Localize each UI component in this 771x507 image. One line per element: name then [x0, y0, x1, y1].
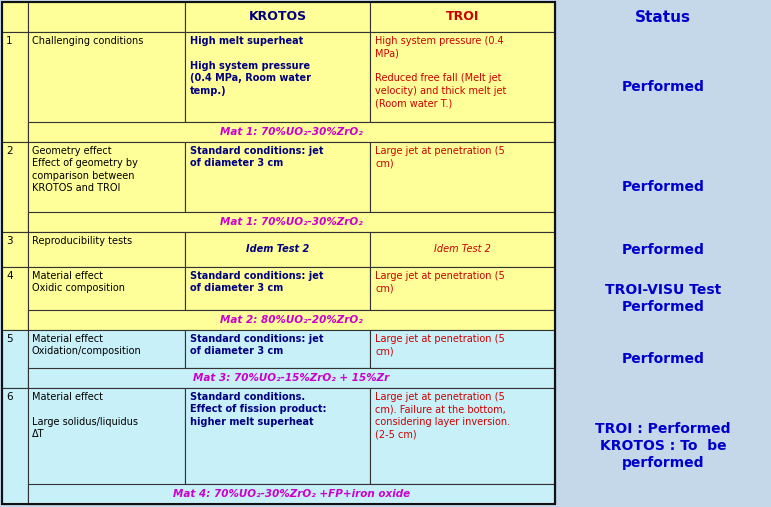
Bar	[28, 267, 185, 330]
Bar	[2, 330, 28, 388]
Bar	[185, 232, 370, 267]
Bar	[2, 142, 28, 232]
Text: Large jet at penetration (5
cm): Large jet at penetration (5 cm)	[375, 146, 505, 168]
Bar	[555, 2, 769, 504]
Text: Performed: Performed	[621, 352, 705, 366]
Text: 6: 6	[6, 392, 12, 402]
Text: Status: Status	[635, 10, 691, 24]
Text: Performed: Performed	[621, 80, 705, 94]
Text: Material effect
Oxidation/composition: Material effect Oxidation/composition	[32, 334, 142, 356]
Text: Mat 3: 70%UO₂-15%ZrO₂ + 15%Zr: Mat 3: 70%UO₂-15%ZrO₂ + 15%Zr	[194, 373, 389, 383]
Text: 3: 3	[6, 236, 12, 246]
Text: Mat 4: 70%UO₂-30%ZrO₂ +FP+iron oxide: Mat 4: 70%UO₂-30%ZrO₂ +FP+iron oxide	[173, 489, 410, 499]
Bar	[28, 2, 185, 32]
Text: TROI: TROI	[446, 11, 480, 23]
Text: Mat 1: 70%UO₂-30%ZrO₂: Mat 1: 70%UO₂-30%ZrO₂	[221, 127, 363, 137]
Text: Idem Test 2: Idem Test 2	[434, 244, 491, 255]
Text: 1: 1	[6, 36, 12, 46]
Bar	[28, 32, 185, 142]
Text: Standard conditions.
Effect of fission product:
higher melt superheat: Standard conditions. Effect of fission p…	[190, 392, 326, 427]
Text: Large jet at penetration (5
cm). Failure at the bottom,
considering layer invers: Large jet at penetration (5 cm). Failure…	[375, 392, 510, 439]
Bar	[370, 388, 555, 484]
Text: Idem Test 2: Idem Test 2	[246, 244, 309, 255]
Text: TROI : Performed
KROTOS : To  be
performed: TROI : Performed KROTOS : To be performe…	[595, 422, 731, 470]
Bar	[185, 330, 370, 368]
Bar	[2, 32, 28, 142]
Text: Challenging conditions: Challenging conditions	[32, 36, 143, 46]
Bar	[185, 388, 370, 484]
Bar	[2, 232, 28, 267]
Text: Large jet at penetration (5
cm): Large jet at penetration (5 cm)	[375, 271, 505, 294]
Bar	[28, 310, 555, 330]
Text: Performed: Performed	[621, 242, 705, 257]
Bar	[185, 142, 370, 212]
Text: Performed: Performed	[621, 180, 705, 194]
Text: 2: 2	[6, 146, 12, 156]
Text: Material effect
Oxidic composition: Material effect Oxidic composition	[32, 271, 125, 294]
Bar	[370, 267, 555, 310]
Bar	[28, 388, 185, 504]
Bar	[185, 267, 370, 310]
Text: High system pressure (0.4
MPa)

Reduced free fall (Melt jet
velocity) and thick : High system pressure (0.4 MPa) Reduced f…	[375, 36, 507, 108]
Bar	[370, 232, 555, 267]
Bar	[370, 330, 555, 368]
Text: Material effect

Large solidus/liquidus
ΔT: Material effect Large solidus/liquidus Δ…	[32, 392, 138, 439]
Bar	[2, 388, 28, 504]
Text: 5: 5	[6, 334, 12, 344]
Bar	[370, 32, 555, 122]
Bar	[28, 232, 185, 267]
Text: Large jet at penetration (5
cm): Large jet at penetration (5 cm)	[375, 334, 505, 356]
Bar	[28, 122, 555, 142]
Bar	[370, 142, 555, 212]
Bar	[370, 2, 555, 32]
Bar	[185, 2, 370, 32]
Bar	[2, 2, 28, 32]
Bar	[28, 142, 185, 232]
Bar	[2, 267, 28, 330]
Text: Mat 2: 80%UO₂-20%ZrO₂: Mat 2: 80%UO₂-20%ZrO₂	[221, 315, 363, 325]
Text: Standard conditions: jet
of diameter 3 cm: Standard conditions: jet of diameter 3 c…	[190, 146, 324, 168]
Bar	[185, 32, 370, 122]
Text: Standard conditions: jet
of diameter 3 cm: Standard conditions: jet of diameter 3 c…	[190, 271, 324, 294]
Bar	[28, 212, 555, 232]
Text: High melt superheat

High system pressure
(0.4 MPa, Room water
temp.): High melt superheat High system pressure…	[190, 36, 311, 96]
Text: Reproducibility tests: Reproducibility tests	[32, 236, 132, 246]
Bar	[28, 484, 555, 504]
Bar	[28, 368, 555, 388]
Text: 4: 4	[6, 271, 12, 281]
Text: Standard conditions: jet
of diameter 3 cm: Standard conditions: jet of diameter 3 c…	[190, 334, 324, 356]
Text: TROI-VISU Test
Performed: TROI-VISU Test Performed	[605, 283, 721, 314]
Bar	[2, 2, 555, 504]
Text: KROTOS: KROTOS	[248, 11, 307, 23]
Text: Mat 1: 70%UO₂-30%ZrO₂: Mat 1: 70%UO₂-30%ZrO₂	[221, 217, 363, 227]
Text: Geometry effect
Effect of geometry by
comparison between
KROTOS and TROI: Geometry effect Effect of geometry by co…	[32, 146, 138, 193]
Bar	[28, 330, 185, 388]
